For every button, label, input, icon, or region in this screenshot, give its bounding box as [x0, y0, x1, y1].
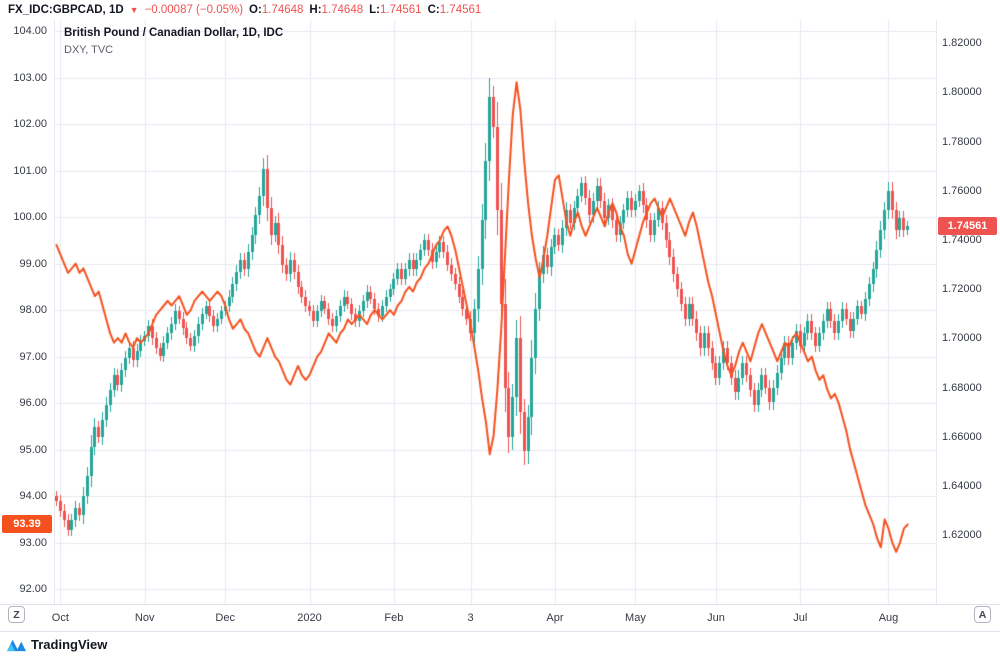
time-axis-label: 2020: [297, 612, 322, 624]
legend-main-series[interactable]: British Pound / Canadian Dollar, 1D, IDC: [64, 27, 284, 39]
left-axis-tick-label: 93.00: [19, 536, 47, 549]
dxy-last-price-badge: 93.39: [2, 515, 52, 534]
close-value: 1.74561: [439, 4, 482, 16]
time-axis-label: Apr: [546, 612, 564, 624]
right-price-scale[interactable]: 1.82000 1.80000 1.78000 1.76000 1.74000 1.720…: [937, 0, 1000, 604]
price-chart-canvas[interactable]: [55, 20, 936, 604]
time-axis-label: Aug: [878, 612, 899, 624]
left-axis-tick-label: 92.00: [19, 583, 47, 596]
time-axis-label: Nov: [134, 612, 155, 624]
right-axis-tick-label: 1.68000: [942, 381, 982, 394]
left-axis-tick-label: 103.00: [13, 71, 47, 84]
left-axis-tick-label: 98.00: [19, 304, 47, 317]
low-label: L:: [369, 4, 380, 16]
ohlc-high: H:1.74648: [309, 4, 363, 16]
tradingview-brand-text[interactable]: TradingView: [31, 636, 108, 652]
price-change: −0.00087 (−0.05%): [144, 4, 244, 16]
symbol-name[interactable]: FX_IDC:GBPCAD, 1D: [8, 4, 124, 16]
left-axis-tick-label: 96.00: [19, 397, 47, 410]
close-label: C:: [427, 4, 440, 16]
right-axis-tick-label: 1.82000: [942, 37, 982, 50]
time-axis-label: Dec: [215, 612, 235, 624]
left-price-scale[interactable]: 104.00 103.00 102.00 101.00 100.00 99.00 98.00…: [0, 0, 54, 604]
ohlc-low: L:1.74561: [369, 4, 421, 16]
left-axis-tick-label: 100.00: [13, 211, 47, 224]
gbpcad-last-price-badge: 1.74561: [938, 217, 997, 236]
time-axis-label: Jun: [707, 612, 725, 624]
time-axis-label: Jul: [793, 612, 808, 624]
high-label: H:: [309, 4, 322, 16]
left-axis-tick-label: 99.00: [19, 257, 47, 270]
price-down-arrow-icon: ▼: [129, 5, 139, 15]
ohlc-close: C:1.74561: [428, 4, 482, 16]
time-axis-label: Oct: [51, 612, 69, 624]
right-axis-tick-label: 1.80000: [942, 86, 982, 99]
right-axis-tick-label: 1.72000: [942, 283, 982, 296]
right-axis-tick-label: 1.64000: [942, 479, 982, 492]
left-axis-tick-label: 94.00: [19, 490, 47, 503]
time-axis-label: May: [625, 612, 646, 624]
footer-bar: TradingView: [0, 631, 1000, 656]
auto-scale-button[interactable]: A: [974, 606, 991, 623]
right-axis-tick-label: 1.66000: [942, 430, 982, 443]
right-axis-tick-label: 1.70000: [942, 332, 982, 345]
right-axis-tick-label: 1.62000: [942, 529, 982, 542]
low-value: 1.74561: [379, 4, 422, 16]
open-label: O:: [249, 4, 262, 16]
left-axis-tick-label: 101.00: [13, 164, 47, 177]
time-axis-label: 3: [467, 612, 474, 624]
right-axis-tick-label: 1.78000: [942, 135, 982, 148]
right-axis-tick-label: 1.76000: [942, 184, 982, 197]
left-axis-tick-label: 95.00: [19, 443, 47, 456]
high-value: 1.74648: [321, 4, 364, 16]
symbol-header: FX_IDC:GBPCAD, 1D ▼ −0.00087 (−0.05%) O:…: [0, 0, 1000, 20]
left-axis-border: [54, 20, 55, 604]
chart-legend[interactable]: British Pound / Canadian Dollar, 1D, IDC…: [64, 27, 283, 56]
left-axis-tick-label: 97.00: [19, 350, 47, 363]
time-axis-border: [0, 604, 1000, 605]
time-scale[interactable]: Oct Nov Dec 2020 Feb 3 Apr May Jun Jul Aug: [0, 605, 1000, 631]
open-value: 1.74648: [261, 4, 304, 16]
right-axis-tick-label: 1.74000: [942, 233, 982, 246]
left-axis-tick-label: 102.00: [13, 118, 47, 131]
legend-secondary-series[interactable]: DXY, TVC: [64, 44, 114, 56]
tradingview-logo-icon[interactable]: [7, 637, 26, 652]
timezone-button[interactable]: Z: [8, 606, 25, 623]
right-axis-border: [936, 20, 937, 604]
time-axis-label: Feb: [384, 612, 404, 624]
left-axis-tick-label: 104.00: [13, 25, 47, 38]
ohlc-open: O:1.74648: [249, 4, 303, 16]
